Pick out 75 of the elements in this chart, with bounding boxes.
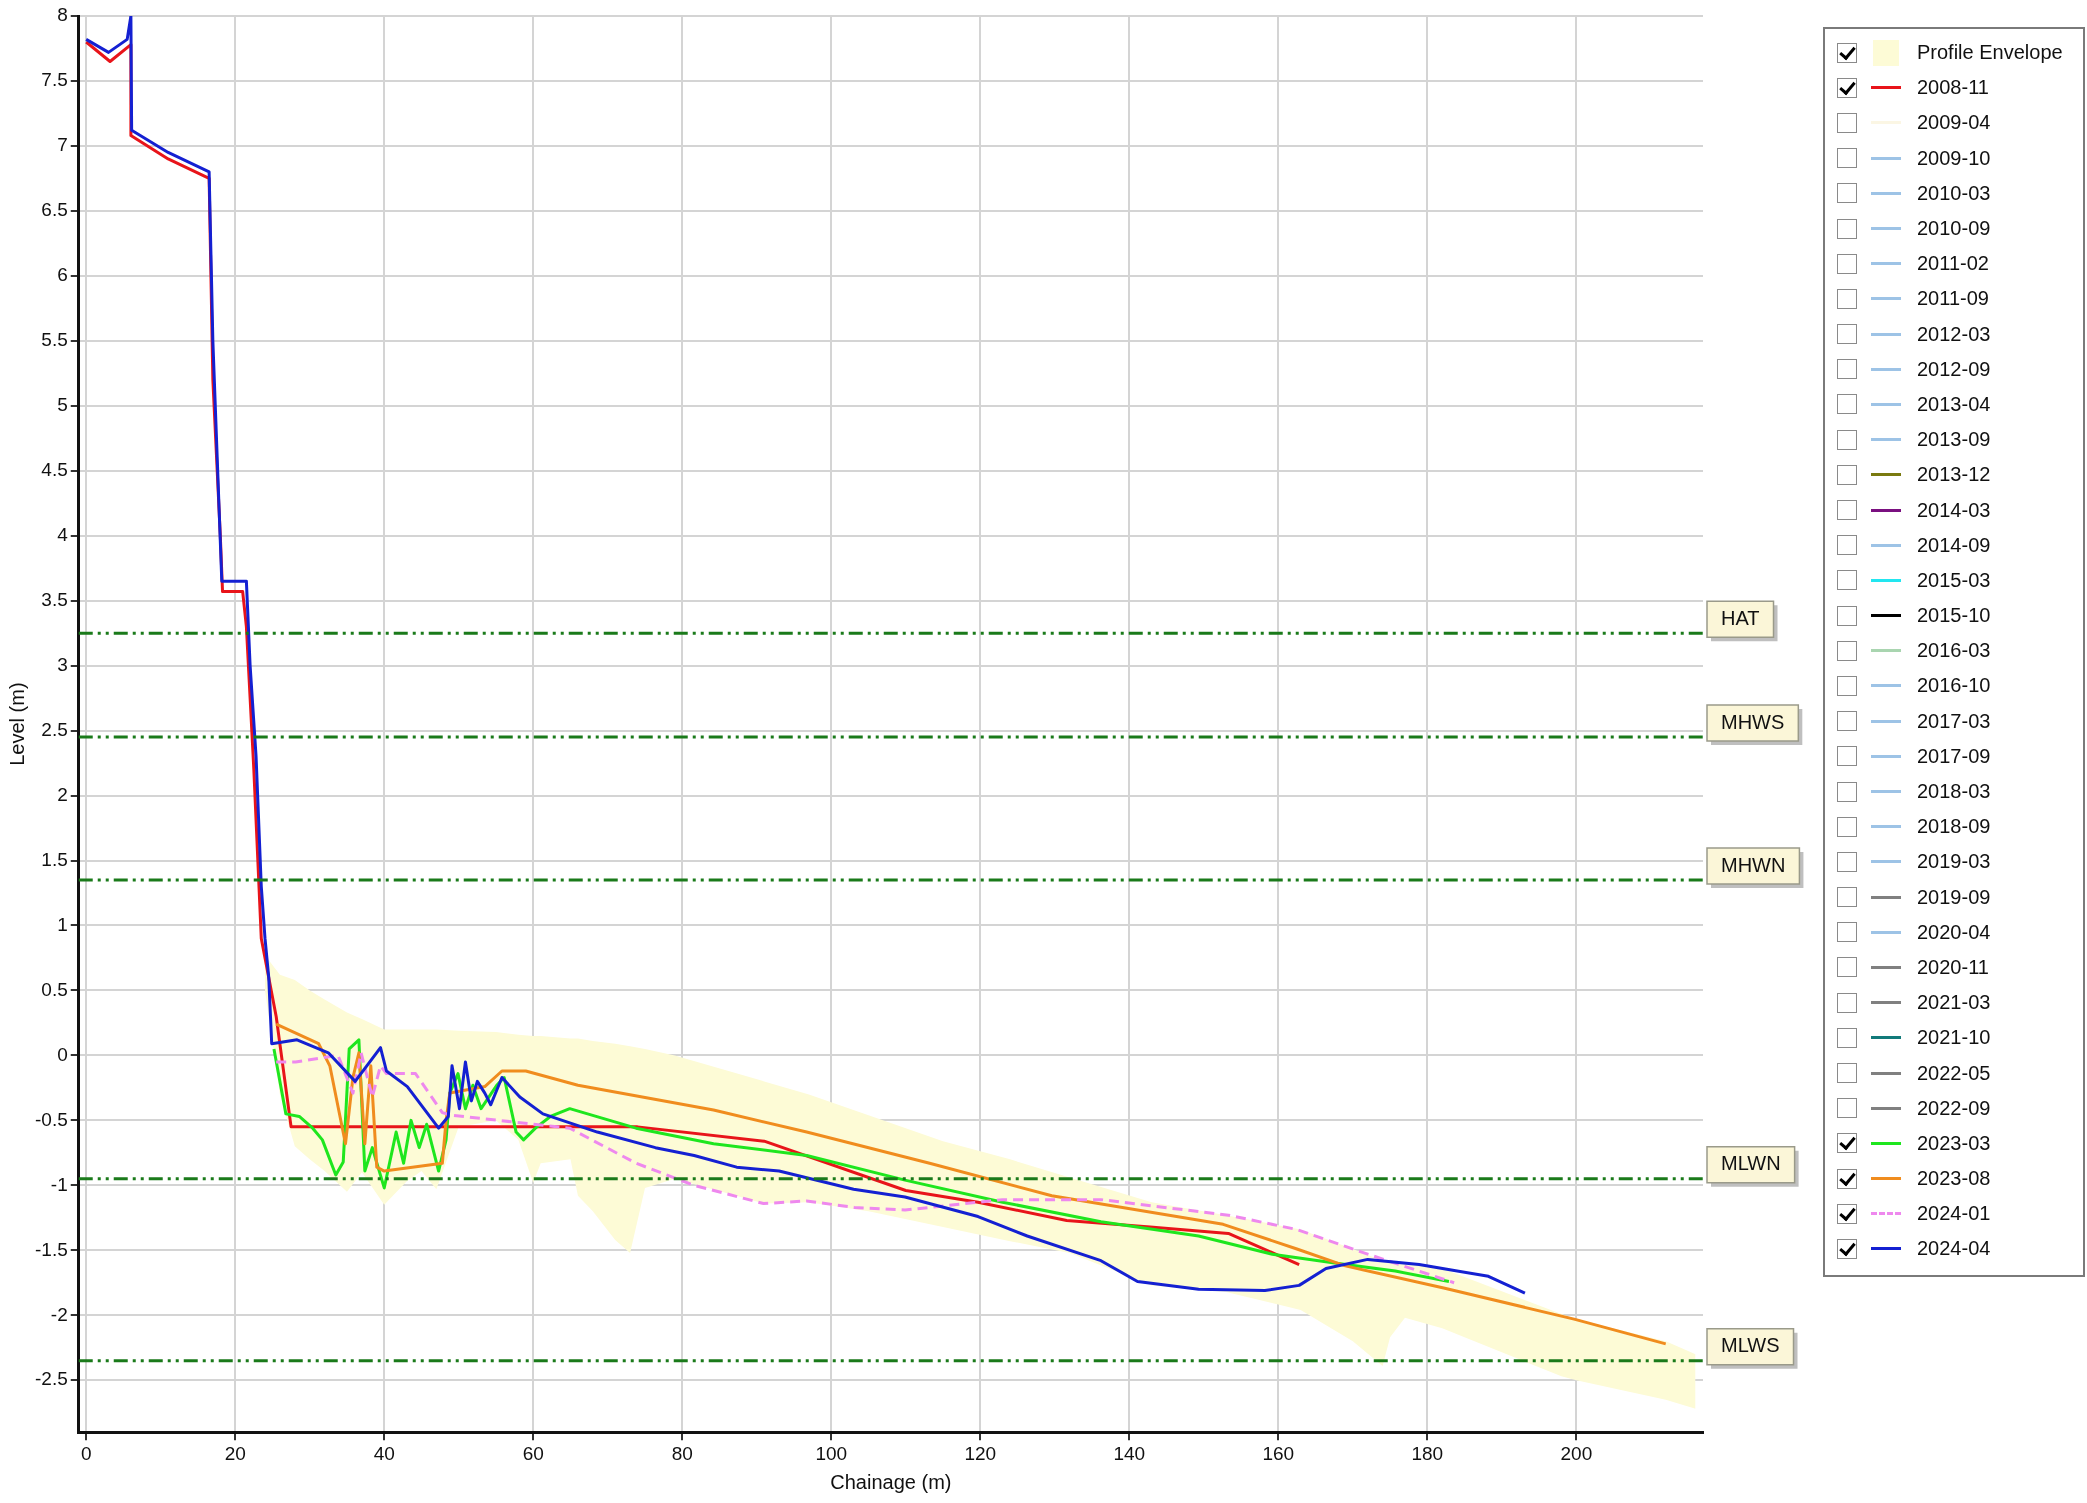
legend-label: 2019-03 (1917, 850, 1991, 874)
legend-label: 2013-09 (1917, 428, 1991, 452)
legend-label: 2012-03 (1917, 322, 1991, 346)
legend-label: 2008-11 (1917, 76, 1989, 100)
legend-label: 2011-09 (1917, 287, 1989, 311)
legend-label: 2010-09 (1917, 217, 1991, 241)
legend-label: 2017-09 (1917, 744, 1991, 768)
legend-label: 2018-03 (1917, 780, 1991, 804)
legend-label: 2024-04 (1917, 1237, 1991, 1261)
x-tick-label: 180 (1411, 1442, 1444, 1464)
legend-label: 2019-09 (1917, 885, 1991, 909)
legend-label: 2014-09 (1917, 533, 1991, 557)
legend-label: 2021-10 (1917, 1026, 1991, 1050)
y-tick-label: 6 (57, 264, 68, 286)
y-tick-label: 4.5 (41, 458, 68, 480)
y-tick-label: 1.5 (41, 848, 68, 870)
y-tick-label: 7.5 (41, 69, 68, 91)
legend-label: 2013-12 (1917, 463, 1991, 487)
y-tick-label: 2.5 (41, 718, 68, 740)
legend-label: 2013-04 (1917, 392, 1991, 416)
legend-label: 2012-09 (1917, 357, 1991, 381)
y-axis-title: Level (m) (5, 682, 28, 766)
y-tick-label: 8 (57, 4, 68, 26)
legend-label: 2009-10 (1917, 146, 1991, 170)
y-tick-label: 5.5 (41, 329, 68, 351)
legend-label: 2018-09 (1917, 815, 1991, 839)
y-tick-label: -1 (50, 1173, 68, 1195)
legend-label: 2023-08 (1917, 1167, 1991, 1191)
legend-label: 2016-03 (1917, 639, 1991, 663)
legend-label: 2023-03 (1917, 1131, 1991, 1155)
legend-label: Profile Envelope (1917, 41, 2063, 65)
x-tick-label: 80 (671, 1442, 693, 1464)
ref-line-label: MHWS (1721, 710, 1785, 733)
legend-label: 2022-09 (1917, 1096, 1991, 1120)
legend-label: 2014-03 (1917, 498, 1991, 522)
y-tick-label: 6.5 (41, 199, 68, 221)
x-tick-label: 40 (373, 1442, 395, 1464)
legend-label: 2017-03 (1917, 709, 1991, 733)
legend-label: 2020-04 (1917, 920, 1991, 944)
x-axis-title: Chainage (m) (830, 1470, 952, 1493)
y-tick-label: 3.5 (41, 588, 68, 610)
y-tick-label: 0.5 (41, 978, 68, 1000)
legend-label: 2011-02 (1917, 252, 1989, 276)
y-tick-label: 7 (57, 134, 68, 156)
x-tick-label: 200 (1560, 1442, 1593, 1464)
x-tick-label: 20 (224, 1442, 246, 1464)
ref-line-label: HAT (1721, 606, 1760, 629)
legend-label: 2015-10 (1917, 604, 1991, 628)
legend-label: 2010-03 (1917, 181, 1991, 205)
y-tick-label: 3 (57, 653, 68, 675)
legend-label: 2024-01 (1917, 1202, 1991, 1226)
y-tick-label: -1.5 (34, 1238, 68, 1260)
legend-label: 2020-11 (1917, 955, 1989, 979)
y-tick-label: -2.5 (34, 1368, 68, 1390)
x-tick-label: 0 (80, 1442, 92, 1464)
y-tick-label: 5 (57, 394, 68, 416)
legend-label: 2015-03 (1917, 568, 1991, 592)
x-tick-label: 160 (1262, 1442, 1295, 1464)
legend-label: 2021-03 (1917, 991, 1991, 1015)
y-tick-label: 2 (57, 783, 68, 805)
x-tick-label: 60 (522, 1442, 544, 1464)
y-tick-label: 4 (57, 523, 69, 545)
y-tick-label: 0 (57, 1043, 68, 1065)
legend-label: 2009-04 (1917, 111, 1991, 135)
ref-line-label: MLWS (1721, 1334, 1780, 1357)
x-tick-label: 140 (1113, 1442, 1146, 1464)
y-tick-label: 1 (57, 913, 68, 935)
ref-line-label: MHWN (1720, 853, 1786, 876)
ref-line-label: MLWN (1721, 1152, 1781, 1175)
legend-label: 2022-05 (1917, 1061, 1991, 1085)
y-tick-label: -2 (50, 1303, 68, 1325)
x-tick-label: 120 (964, 1442, 997, 1464)
x-tick-label: 100 (815, 1442, 848, 1464)
y-tick-label: -0.5 (34, 1108, 68, 1130)
legend-label: 2016-10 (1917, 674, 1991, 698)
